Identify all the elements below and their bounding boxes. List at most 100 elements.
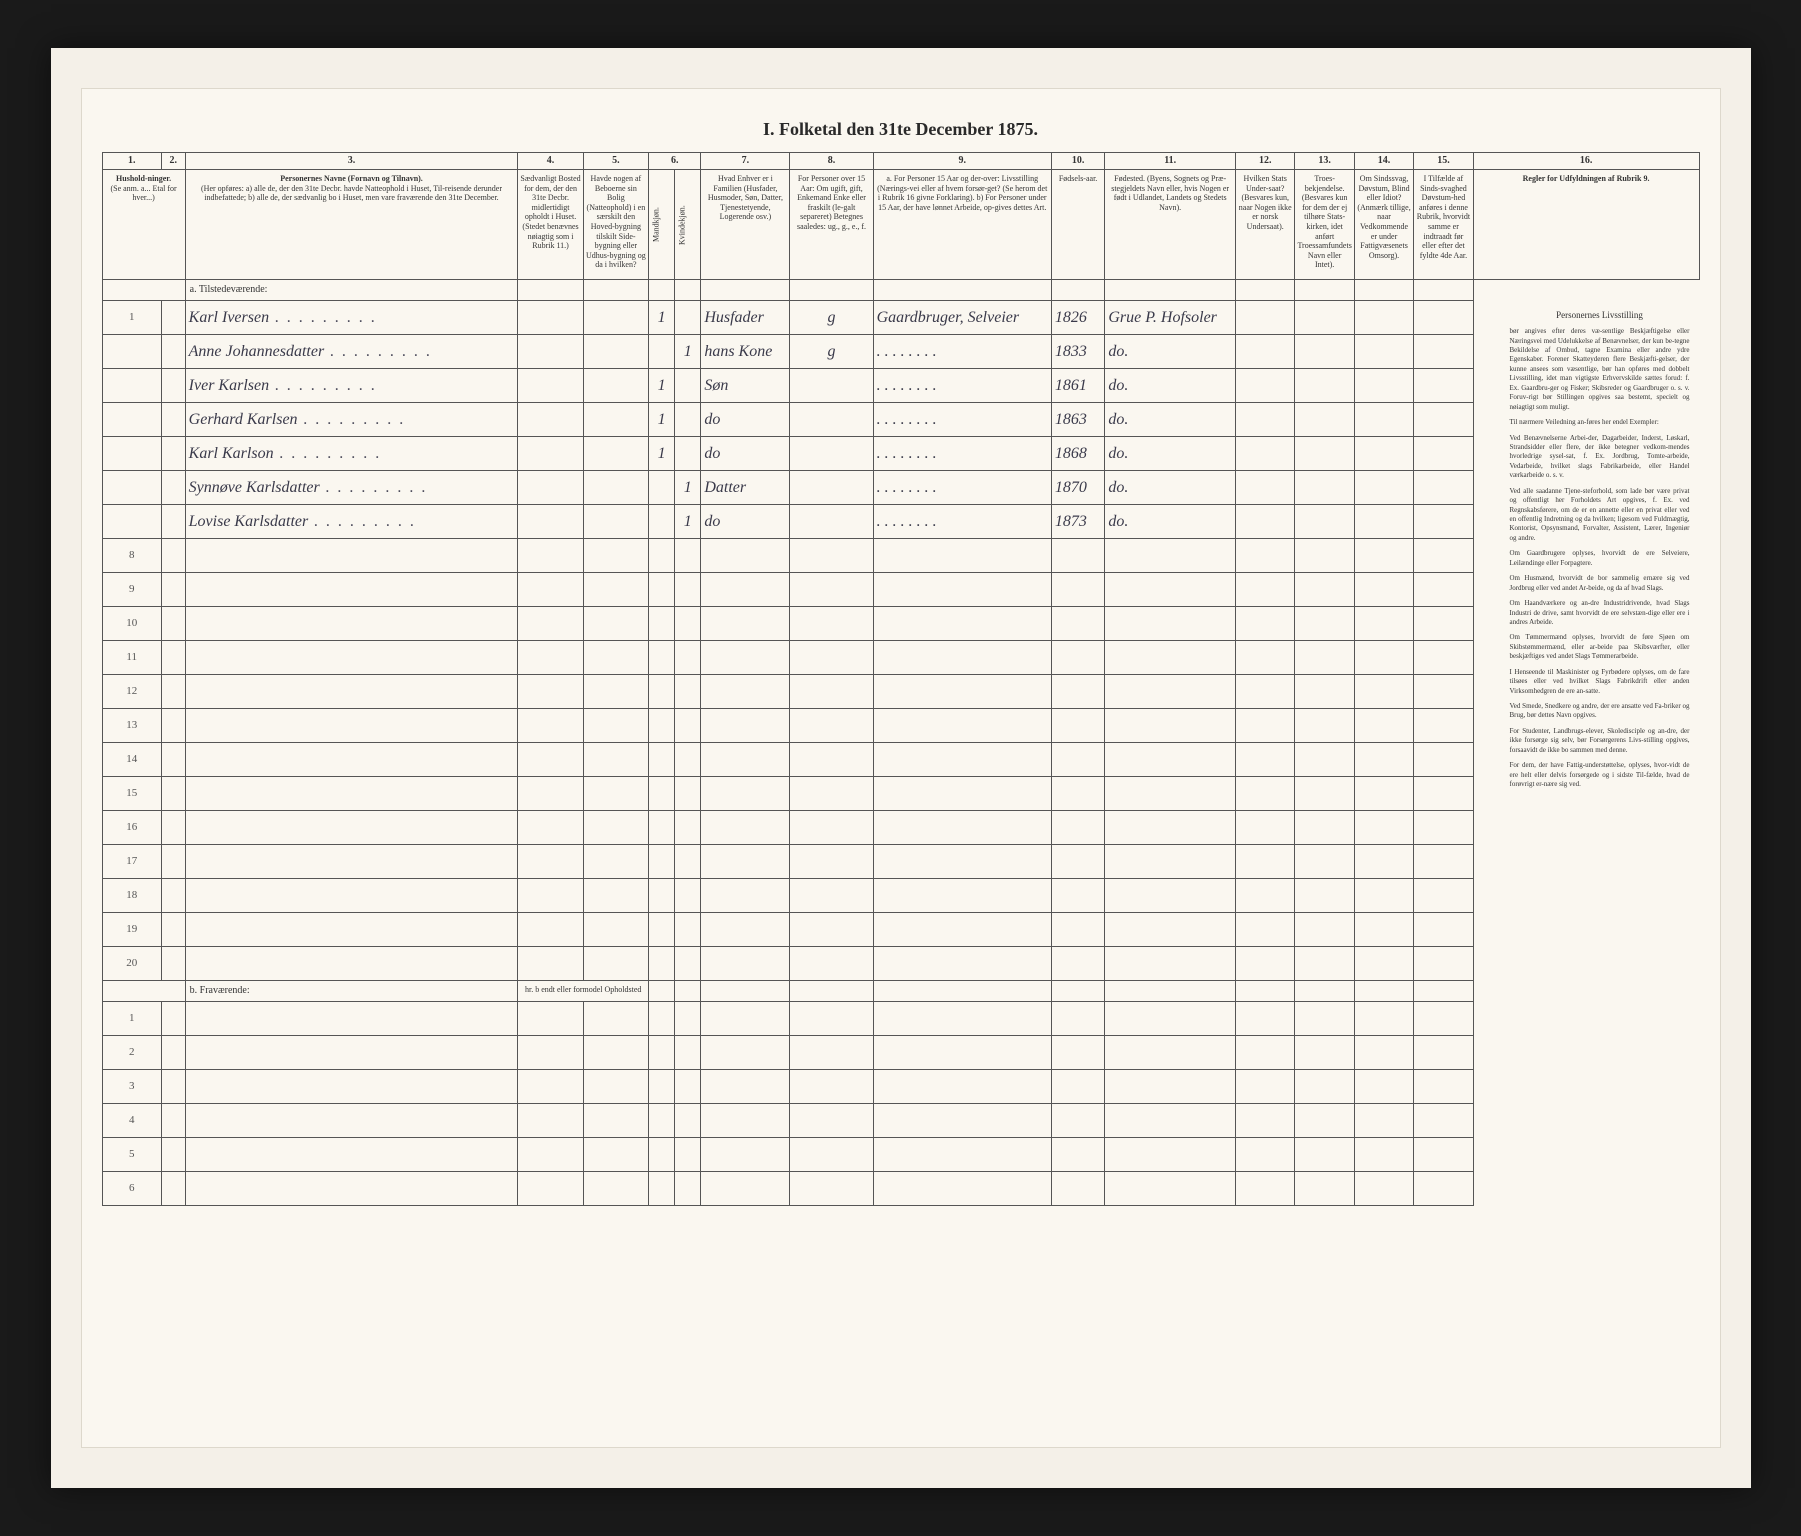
table-row-empty: 6 [102, 1172, 1699, 1206]
cell-female [675, 369, 701, 403]
row-seq: 8 [102, 539, 161, 573]
cell-14 [1354, 437, 1413, 471]
cell-14 [1354, 335, 1413, 369]
cell-male: 1 [649, 437, 675, 471]
table-body: a. Tilstedeværende: 1 Karl Iversen 1 Hus… [102, 280, 1699, 1206]
cell-family: do [701, 505, 790, 539]
cell-14 [1354, 505, 1413, 539]
row-seq: 1 [102, 1002, 161, 1036]
cell-occupation: Gaardbruger, Selveier [873, 301, 1051, 335]
colnum-6: 6. [649, 153, 701, 170]
row-seq: 5 [102, 1138, 161, 1172]
cell-occupation: . . . . . . . . [873, 335, 1051, 369]
cell-12 [1236, 369, 1295, 403]
cell-male [649, 471, 675, 505]
household-num [102, 335, 161, 369]
row-seq: 4 [102, 1104, 161, 1138]
row-seq [161, 369, 185, 403]
cell-12 [1236, 471, 1295, 505]
page-title: I. Folketal den 31te December 1875. [102, 119, 1700, 140]
household-num [102, 471, 161, 505]
cell-civil: g [790, 301, 873, 335]
cell-residence [518, 403, 583, 437]
row-seq: 3 [102, 1070, 161, 1104]
table-row: Lovise Karlsdatter 1 do . . . . . . . . … [102, 505, 1699, 539]
cell-family: hans Kone [701, 335, 790, 369]
table-row-empty: 4 [102, 1104, 1699, 1138]
cell-occupation: . . . . . . . . [873, 471, 1051, 505]
cell-12 [1236, 437, 1295, 471]
table-row-empty: 15 [102, 777, 1699, 811]
cell-family: Datter [701, 471, 790, 505]
cell-13 [1295, 403, 1354, 437]
row-seq: 11 [102, 641, 161, 675]
cell-residence [518, 437, 583, 471]
colnum-2: 2. [161, 153, 185, 170]
table-row-empty: 19 [102, 913, 1699, 947]
cell-birthplace: do. [1105, 437, 1236, 471]
cell-birthplace: do. [1105, 369, 1236, 403]
row-seq: 20 [102, 947, 161, 981]
table-row-empty: 1 [102, 1002, 1699, 1036]
cell-14 [1354, 369, 1413, 403]
cell-15 [1414, 369, 1473, 403]
cell-occupation: . . . . . . . . [873, 437, 1051, 471]
cell-15 [1414, 301, 1473, 335]
scan-background: I. Folketal den 31te December 1875. 1. 2… [51, 48, 1751, 1488]
row-seq: 14 [102, 743, 161, 777]
row-seq: 16 [102, 811, 161, 845]
cell-12 [1236, 301, 1295, 335]
table-row-empty: 12 [102, 675, 1699, 709]
header-13: Troes-bekjendelse. (Besvares kun for dem… [1295, 170, 1354, 280]
row-seq: 10 [102, 607, 161, 641]
rules-p: Til nærmere Veiledning an-føres her ende… [1510, 418, 1690, 427]
colnum-5: 5. [583, 153, 648, 170]
cell-residence [518, 471, 583, 505]
cell-15 [1414, 471, 1473, 505]
table-row-empty: 20 [102, 947, 1699, 981]
cell-14 [1354, 403, 1413, 437]
section-a-label: a. Tilstedeværende: [102, 280, 1699, 301]
row-seq: 15 [102, 777, 161, 811]
table-row: Iver Karlsen 1 Søn . . . . . . . . 1861 … [102, 369, 1699, 403]
cell-residence [518, 369, 583, 403]
cell-birthplace: do. [1105, 335, 1236, 369]
cell-male: 1 [649, 403, 675, 437]
table-row: Anne Johannesdatter 1 hans Kone g . . . … [102, 335, 1699, 369]
cell-14 [1354, 301, 1413, 335]
table-row-empty: 16 [102, 811, 1699, 845]
header-16: Regler for Udfyldningen af Rubrik 9. [1473, 170, 1699, 280]
colnum-4: 4. [518, 153, 583, 170]
rules-p: Om Gaardbrugere oplyses, hvorvidt de ere… [1510, 549, 1690, 568]
cell-building [583, 505, 648, 539]
colnum-9: 9. [873, 153, 1051, 170]
cell-year: 1861 [1051, 369, 1104, 403]
table-row-empty: 9 [102, 573, 1699, 607]
cell-male [649, 335, 675, 369]
cell-birthplace: Grue P. Hofsoler [1105, 301, 1236, 335]
cell-civil [790, 403, 873, 437]
table-row: Gerhard Karlsen 1 do . . . . . . . . 186… [102, 403, 1699, 437]
cell-12 [1236, 505, 1295, 539]
rules-title: Personernes Livsstilling [1510, 309, 1690, 321]
cell-building [583, 335, 648, 369]
colnum-3: 3. [185, 153, 518, 170]
household-num [102, 369, 161, 403]
section-b-text: b. Fraværende: [185, 981, 518, 1002]
colnum-7: 7. [701, 153, 790, 170]
household-num [102, 437, 161, 471]
column-number-row: 1. 2. 3. 4. 5. 6. 7. 8. 9. 10. 11. 12. 1… [102, 153, 1699, 170]
colnum-14: 14. [1354, 153, 1413, 170]
rules-p: Om Tømmermænd oplyses, hvorvidt de føre … [1510, 633, 1690, 661]
table-row-empty: 13 [102, 709, 1699, 743]
cell-residence [518, 505, 583, 539]
cell-13 [1295, 301, 1354, 335]
colnum-16: 16. [1473, 153, 1699, 170]
cell-year: 1868 [1051, 437, 1104, 471]
cell-female [675, 301, 701, 335]
rules-p: For Studenter, Landbrugs-elever, Skoledi… [1510, 727, 1690, 755]
cell-12 [1236, 403, 1295, 437]
colnum-8: 8. [790, 153, 873, 170]
row-seq [161, 471, 185, 505]
row-seq [161, 403, 185, 437]
